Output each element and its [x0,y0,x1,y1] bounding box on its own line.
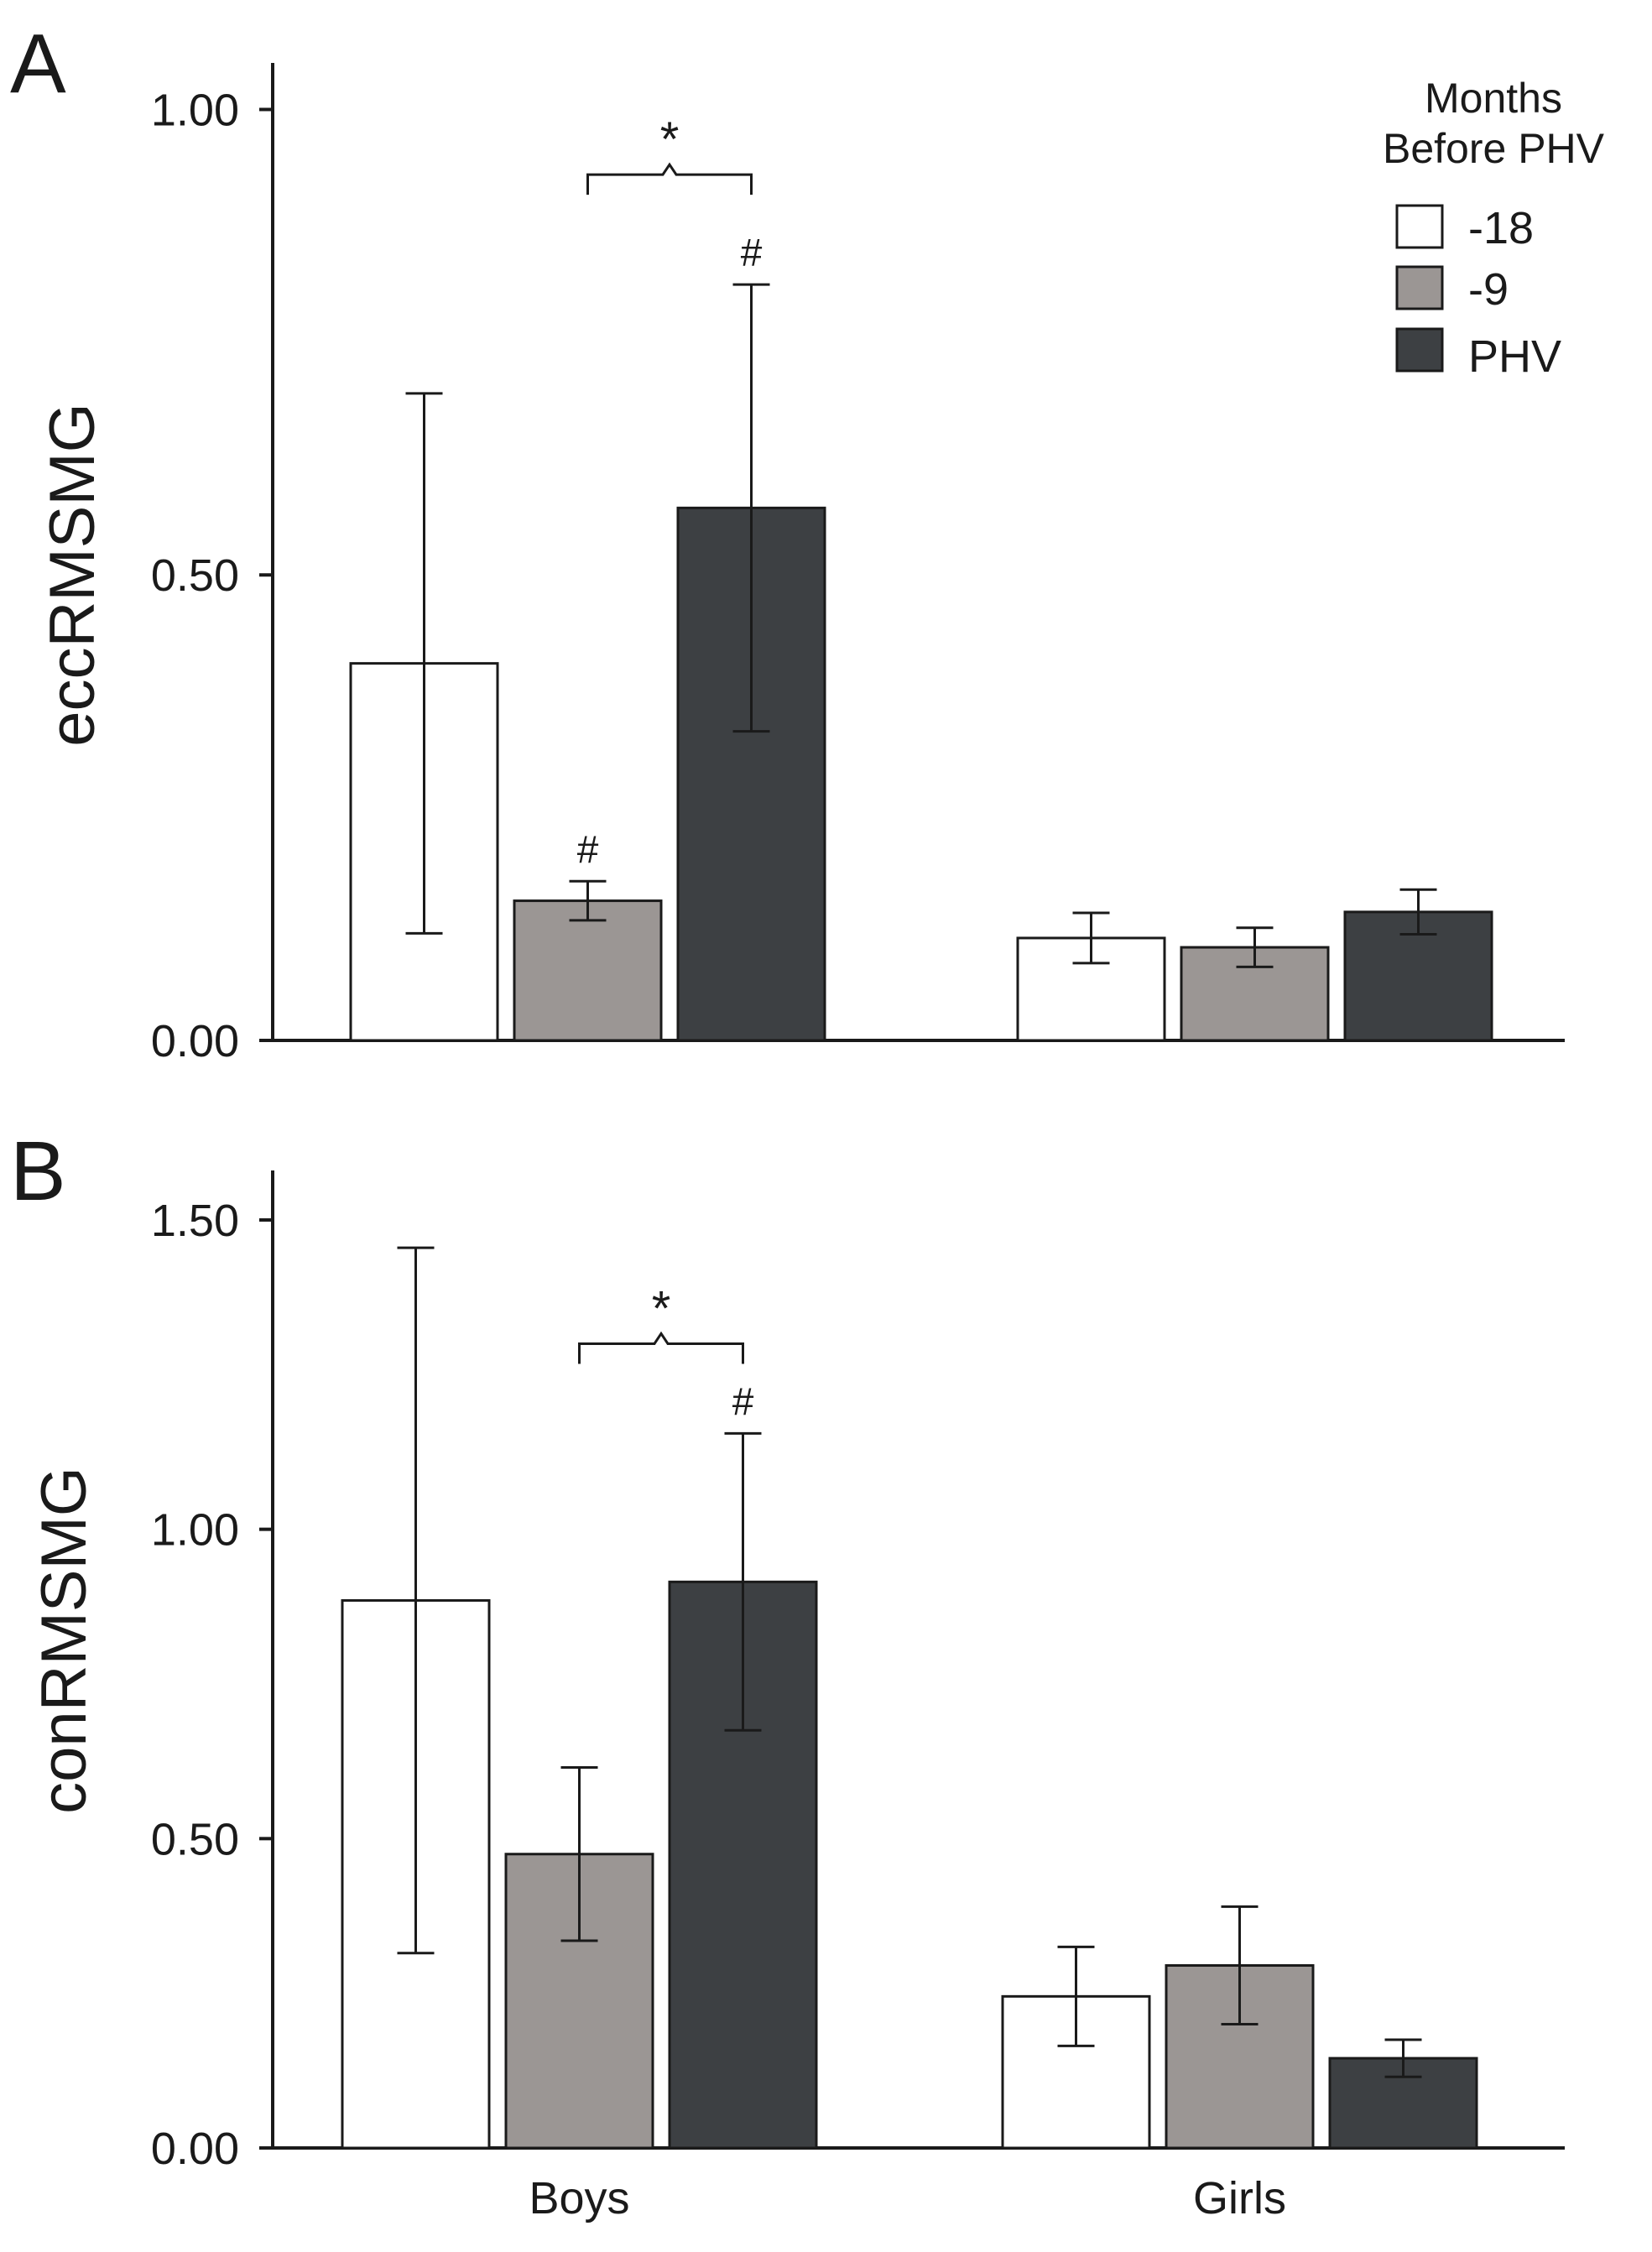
y-axis-label-a: eccRMSMG [37,403,108,747]
significance-bracket-a-0 [586,162,753,195]
y-tick-label-b-1: 0.50 [151,1814,239,1864]
panel-letter-a: A [10,17,66,111]
significance-hash-b-0: # [732,1379,754,1423]
legend-swatch-minus-9 [1395,265,1444,310]
legend-label-phv: PHV [1468,331,1561,382]
legend-title-line1: Months [1425,75,1562,122]
legend-title-line2: Before PHV [1383,125,1605,172]
significance-star-b-0: * [652,1281,671,1336]
plot-area-a: 0.00 0.50 1.00 # # * [151,63,1565,1066]
y-tick-label-b-3: 1.50 [151,1196,239,1246]
legend: Months Before PHV -18 -9 PHV [1383,75,1605,382]
y-tick-label-b-2: 1.00 [151,1505,239,1556]
legend-label-minus-18: -18 [1468,203,1534,253]
x-category-label-b-girls: Girls [1193,2173,1286,2223]
significance-hash-a-0: # [577,827,599,871]
bar-a-boys-1 [513,899,663,1042]
significance-bracket-b-0 [578,1331,744,1364]
y-tick-label-a-0: 0.00 [151,1016,239,1066]
panel-a: eccRMSMG 0.00 0.50 1.00 # # * [37,63,1565,1066]
significance-star-a-0: * [660,112,680,167]
y-axis-label-b: conRMSMG [29,1467,100,1814]
y-tick-label-b-0: 0.00 [151,2124,239,2174]
significance-hash-a-1: # [741,231,763,274]
plot-area-b: 0.00 0.50 1.00 1.50 Boys Girls # * [151,1170,1565,2223]
legend-swatch-minus-18 [1395,204,1444,249]
panel-letter-b: B [10,1124,66,1218]
bar-a-girls-2 [1343,910,1493,1042]
x-category-label-b-boys: Boys [529,2173,629,2223]
panel-b: conRMSMG 0.00 0.50 1.00 1.50 Boys Girls # * [29,1170,1565,2223]
y-tick-label-a-2: 1.00 [151,85,239,135]
legend-swatch-phv [1395,327,1444,373]
y-tick-label-a-1: 0.50 [151,550,239,601]
legend-label-minus-9: -9 [1468,264,1509,315]
